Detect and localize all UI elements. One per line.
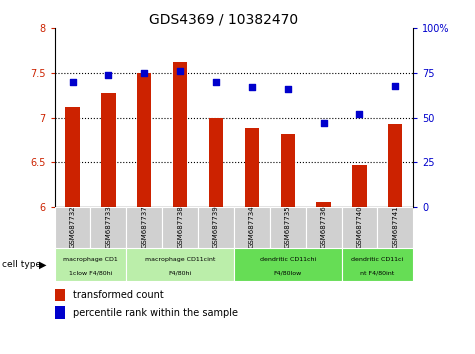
Text: GSM687740: GSM687740 [356, 205, 362, 248]
Bar [66, 107, 80, 207]
Bar [342, 248, 413, 281]
Bar [55, 248, 126, 281]
Bar [55, 207, 91, 248]
Text: GSM687739: GSM687739 [213, 205, 219, 248]
Bar [137, 73, 152, 207]
Bar [126, 207, 162, 248]
Text: F4/80low: F4/80low [274, 270, 302, 275]
Point [391, 83, 399, 88]
Text: percentile rank within the sample: percentile rank within the sample [73, 308, 238, 318]
Text: macrophage CD11cint: macrophage CD11cint [145, 257, 215, 262]
Bar [342, 207, 378, 248]
Bar [209, 118, 223, 207]
Text: GSM687736: GSM687736 [321, 205, 327, 248]
Text: GDS4369 / 10382470: GDS4369 / 10382470 [149, 12, 298, 27]
Text: GSM687741: GSM687741 [392, 205, 399, 248]
Bar [281, 134, 295, 207]
Bar [306, 207, 342, 248]
Text: macrophage CD1: macrophage CD1 [63, 257, 118, 262]
Bar [378, 207, 413, 248]
Text: GSM687738: GSM687738 [177, 205, 183, 248]
Bar [55, 289, 66, 301]
Text: cell type: cell type [2, 260, 41, 269]
Text: ▶: ▶ [39, 259, 47, 270]
Bar [270, 207, 306, 248]
Bar [91, 207, 126, 248]
Point [104, 72, 112, 78]
Text: dendritic CD11chi: dendritic CD11chi [260, 257, 316, 262]
Bar [234, 207, 270, 248]
Bar [126, 248, 234, 281]
Point [176, 68, 184, 74]
Text: GSM687733: GSM687733 [105, 205, 112, 248]
Point [141, 70, 148, 76]
Point [284, 86, 292, 92]
Point [69, 79, 76, 85]
Bar [388, 124, 402, 207]
Point [320, 120, 327, 126]
Point [356, 111, 363, 117]
Text: F4/80hi: F4/80hi [169, 270, 192, 275]
Text: nt F4/80int: nt F4/80int [360, 270, 395, 275]
Text: GSM687735: GSM687735 [285, 205, 291, 248]
Text: transformed count: transformed count [73, 290, 163, 300]
Bar [162, 207, 198, 248]
Bar [101, 93, 115, 207]
Point [212, 79, 220, 85]
Text: dendritic CD11ci: dendritic CD11ci [352, 257, 404, 262]
Bar [245, 129, 259, 207]
Bar [55, 306, 66, 319]
Text: 1clow F4/80hi: 1clow F4/80hi [69, 270, 112, 275]
Bar [198, 207, 234, 248]
Bar [234, 248, 342, 281]
Text: GSM687737: GSM687737 [141, 205, 147, 248]
Text: GSM687734: GSM687734 [249, 205, 255, 248]
Text: GSM687732: GSM687732 [69, 205, 76, 248]
Bar [173, 62, 187, 207]
Bar [316, 202, 331, 207]
Point [248, 85, 256, 90]
Bar [352, 165, 367, 207]
